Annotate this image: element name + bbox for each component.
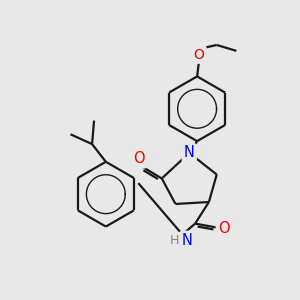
Text: O: O bbox=[218, 221, 230, 236]
Text: N: N bbox=[184, 146, 195, 160]
Text: O: O bbox=[194, 48, 205, 62]
Text: H: H bbox=[170, 234, 179, 247]
Text: N: N bbox=[182, 233, 193, 248]
Text: O: O bbox=[134, 151, 145, 166]
